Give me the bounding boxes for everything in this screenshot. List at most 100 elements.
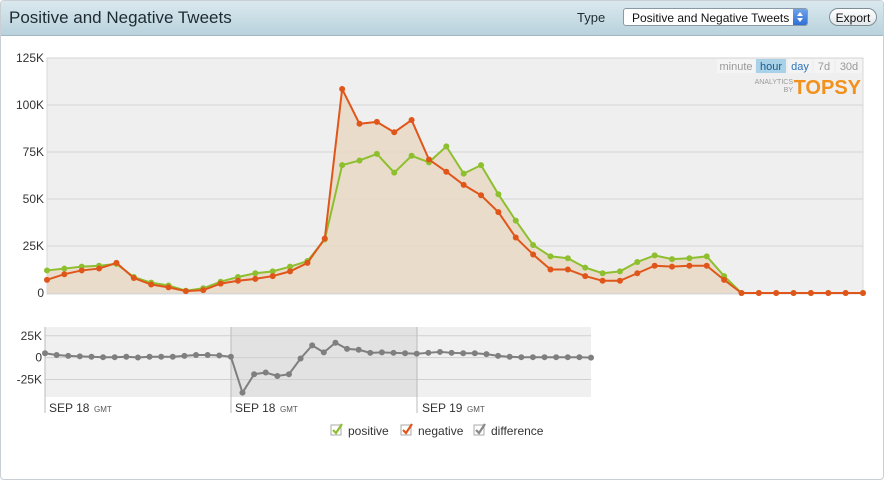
difference-point[interactable] bbox=[553, 354, 560, 361]
negative-point[interactable] bbox=[234, 277, 241, 284]
difference-point[interactable] bbox=[285, 371, 292, 378]
negative-point[interactable] bbox=[96, 265, 103, 272]
difference-point[interactable] bbox=[193, 352, 200, 358]
negative-point[interactable] bbox=[321, 235, 328, 242]
negative-point[interactable] bbox=[582, 273, 589, 280]
difference-point[interactable] bbox=[588, 354, 594, 361]
difference-point[interactable] bbox=[76, 353, 83, 360]
positive-point[interactable] bbox=[339, 162, 346, 169]
positive-point[interactable] bbox=[460, 170, 467, 177]
positive-point[interactable] bbox=[495, 191, 502, 198]
negative-point[interactable] bbox=[825, 290, 832, 296]
difference-point[interactable] bbox=[402, 350, 409, 357]
positive-point[interactable] bbox=[356, 157, 363, 164]
positive-point[interactable] bbox=[599, 270, 606, 277]
legend-item-positive[interactable]: positive bbox=[330, 423, 389, 438]
negative-point[interactable] bbox=[425, 156, 432, 163]
positive-point[interactable] bbox=[373, 150, 380, 157]
difference-point[interactable] bbox=[100, 354, 107, 361]
negative-point[interactable] bbox=[200, 287, 207, 294]
positive-point[interactable] bbox=[269, 268, 276, 275]
negative-point[interactable] bbox=[165, 284, 172, 291]
difference-point[interactable] bbox=[460, 350, 467, 357]
difference-point[interactable] bbox=[320, 349, 327, 356]
difference-point[interactable] bbox=[111, 354, 118, 361]
range-tab-hour[interactable]: hour bbox=[760, 61, 782, 73]
difference-point[interactable] bbox=[471, 350, 478, 357]
positive-point[interactable] bbox=[686, 255, 693, 262]
range-tab-minute[interactable]: minute bbox=[719, 61, 752, 73]
range-tab-30d[interactable]: 30d bbox=[840, 61, 858, 73]
negative-point[interactable] bbox=[478, 192, 485, 199]
negative-point[interactable] bbox=[599, 277, 606, 284]
legend-checkbox[interactable] bbox=[473, 424, 485, 436]
negative-point[interactable] bbox=[113, 259, 120, 266]
positive-point[interactable] bbox=[61, 265, 68, 272]
negative-point[interactable] bbox=[512, 234, 519, 241]
legend-item-negative[interactable]: negative bbox=[400, 423, 464, 438]
negative-point[interactable] bbox=[530, 251, 537, 258]
difference-point[interactable] bbox=[425, 349, 432, 356]
negative-point[interactable] bbox=[287, 268, 294, 275]
diff-selected-range[interactable] bbox=[231, 327, 417, 397]
negative-point[interactable] bbox=[339, 86, 346, 93]
positive-point[interactable] bbox=[512, 217, 519, 224]
range-tab-day[interactable]: day bbox=[791, 61, 809, 73]
negative-point[interactable] bbox=[269, 273, 276, 280]
type-select[interactable]: Positive and Negative Tweets bbox=[623, 8, 808, 26]
difference-point[interactable] bbox=[390, 349, 397, 356]
negative-point[interactable] bbox=[408, 117, 415, 124]
difference-point[interactable] bbox=[146, 353, 153, 360]
difference-point[interactable] bbox=[274, 373, 281, 379]
positive-point[interactable] bbox=[478, 162, 485, 169]
negative-point[interactable] bbox=[547, 266, 554, 273]
difference-point[interactable] bbox=[367, 349, 374, 356]
difference-point[interactable] bbox=[344, 345, 351, 352]
positive-point[interactable] bbox=[287, 263, 294, 270]
negative-point[interactable] bbox=[391, 129, 398, 136]
difference-point[interactable] bbox=[378, 349, 385, 356]
negative-point[interactable] bbox=[304, 259, 311, 266]
negative-point[interactable] bbox=[44, 276, 50, 283]
difference-point[interactable] bbox=[448, 349, 455, 356]
difference-point[interactable] bbox=[506, 353, 513, 360]
negative-point[interactable] bbox=[148, 281, 155, 288]
negative-point[interactable] bbox=[721, 276, 728, 283]
difference-point[interactable] bbox=[529, 354, 536, 361]
difference-point[interactable] bbox=[297, 355, 304, 362]
negative-point[interactable] bbox=[356, 120, 363, 127]
difference-point[interactable] bbox=[576, 354, 583, 361]
difference-point[interactable] bbox=[355, 346, 362, 353]
positive-point[interactable] bbox=[564, 255, 571, 262]
negative-point[interactable] bbox=[616, 277, 623, 284]
difference-point[interactable] bbox=[518, 354, 525, 361]
negative-point[interactable] bbox=[252, 275, 259, 282]
positive-point[interactable] bbox=[252, 270, 259, 277]
positive-point[interactable] bbox=[408, 152, 415, 159]
negative-point[interactable] bbox=[703, 262, 710, 269]
difference-point[interactable] bbox=[42, 350, 48, 357]
difference-point[interactable] bbox=[483, 351, 490, 358]
positive-point[interactable] bbox=[582, 264, 589, 271]
negative-point[interactable] bbox=[755, 290, 762, 296]
negative-point[interactable] bbox=[651, 262, 658, 269]
legend-checkbox[interactable] bbox=[330, 424, 342, 436]
difference-point[interactable] bbox=[65, 352, 72, 359]
range-tab-7d[interactable]: 7d bbox=[818, 61, 830, 73]
negative-point[interactable] bbox=[78, 267, 85, 274]
difference-point[interactable] bbox=[495, 352, 502, 359]
difference-point[interactable] bbox=[169, 353, 176, 360]
legend-checkbox[interactable] bbox=[400, 424, 412, 436]
negative-point[interactable] bbox=[842, 290, 849, 296]
positive-point[interactable] bbox=[616, 268, 623, 275]
negative-point[interactable] bbox=[807, 290, 814, 296]
negative-point[interactable] bbox=[130, 274, 137, 281]
difference-point[interactable] bbox=[227, 353, 234, 360]
difference-point[interactable] bbox=[251, 371, 258, 378]
positive-point[interactable] bbox=[547, 253, 554, 260]
negative-point[interactable] bbox=[738, 290, 745, 296]
positive-point[interactable] bbox=[651, 252, 658, 259]
difference-point[interactable] bbox=[436, 348, 443, 355]
difference-point[interactable] bbox=[216, 352, 223, 359]
difference-point[interactable] bbox=[53, 352, 60, 358]
